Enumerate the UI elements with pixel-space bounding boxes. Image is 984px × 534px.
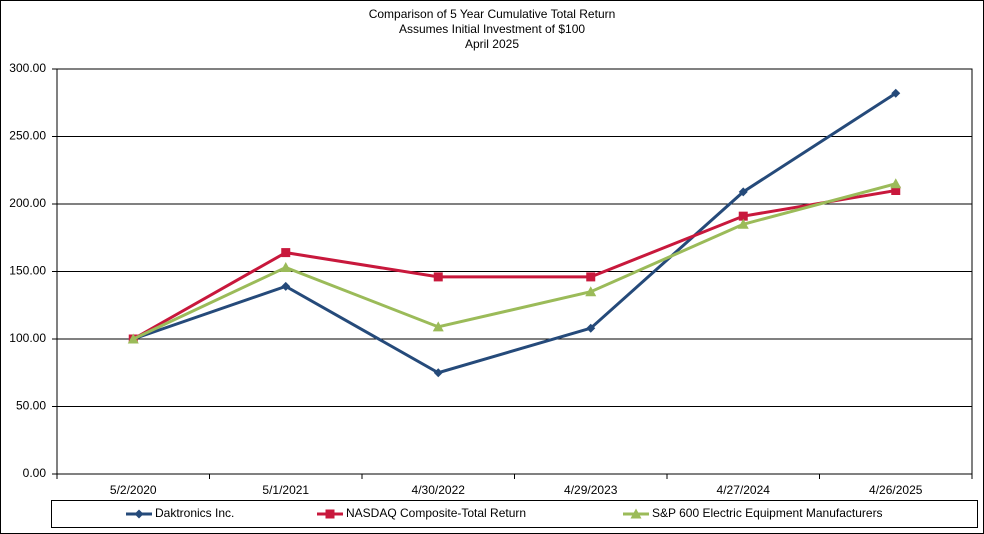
y-tick-label: 0.00 [23, 466, 47, 480]
marker [738, 211, 748, 221]
chart-subtitle: Assumes Initial Investment of $100 [399, 22, 585, 36]
chart-title: Comparison of 5 Year Cumulative Total Re… [369, 7, 616, 21]
x-tick-label: 4/27/2024 [717, 483, 771, 497]
marker [891, 88, 901, 98]
marker [585, 286, 597, 297]
marker [586, 272, 596, 282]
marker [127, 333, 139, 344]
y-tick-label: 250.00 [9, 129, 46, 143]
series-line [132, 189, 896, 341]
marker [325, 509, 335, 519]
marker [134, 509, 144, 519]
legend-box [51, 500, 978, 528]
marker [737, 218, 749, 229]
y-tick-label: 150.00 [9, 264, 46, 278]
y-tick-label: 300.00 [9, 61, 46, 75]
y-tick-label: 50.00 [16, 399, 46, 413]
x-tick-label: 4/29/2023 [564, 483, 618, 497]
x-tick-label: 4/26/2025 [869, 483, 923, 497]
marker [586, 323, 596, 333]
marker [281, 248, 291, 258]
x-tick-label: 5/1/2021 [262, 483, 309, 497]
marker [890, 178, 902, 189]
marker [630, 508, 642, 519]
chart-subtitle: April 2025 [465, 37, 519, 51]
marker [433, 272, 443, 282]
legend-label: Daktronics Inc. [155, 506, 234, 520]
marker [280, 261, 292, 272]
x-tick-label: 5/2/2020 [110, 483, 157, 497]
series-line [132, 182, 897, 341]
x-tick-label: 4/30/2022 [412, 483, 466, 497]
marker [891, 186, 901, 195]
legend-label: NASDAQ Composite-Total Return [346, 506, 526, 520]
y-tick-label: 200.00 [9, 196, 46, 210]
series-line [132, 92, 897, 375]
marker [738, 187, 748, 197]
marker [433, 368, 443, 378]
y-tick-label: 100.00 [9, 331, 46, 345]
marker [432, 321, 444, 332]
legend-label: S&P 600 Electric Equipment Manufacturers [652, 506, 883, 520]
marker [281, 281, 291, 291]
